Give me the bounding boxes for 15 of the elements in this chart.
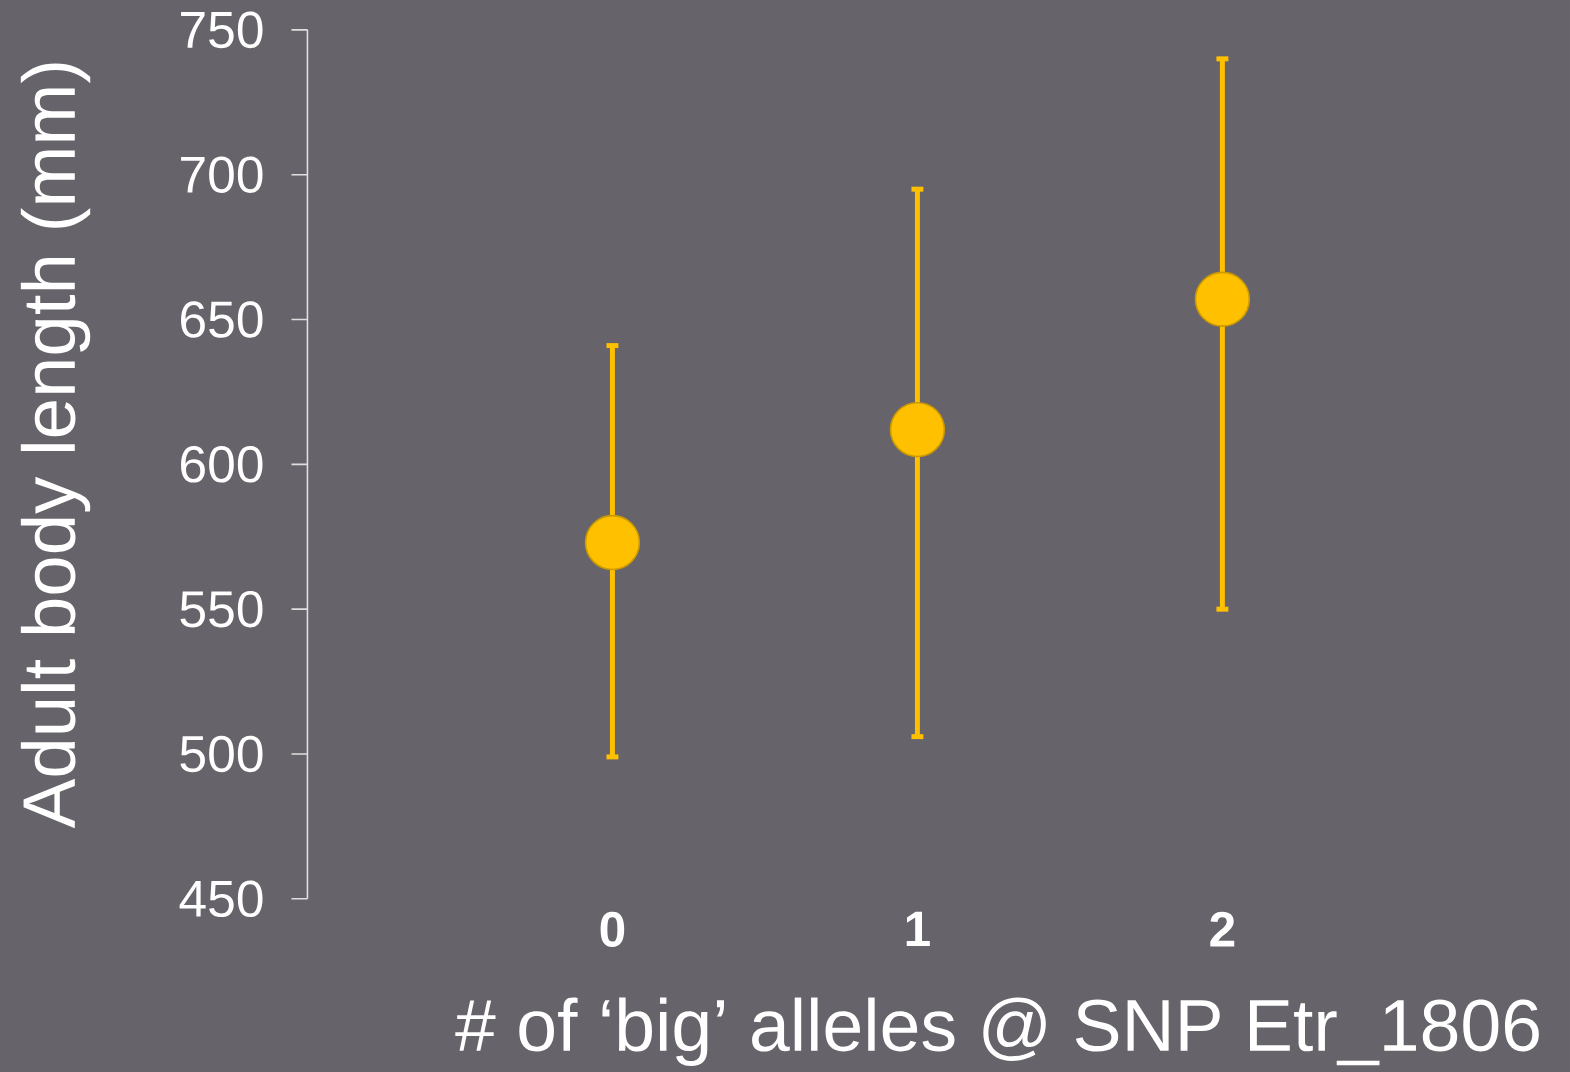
- point: [889, 401, 946, 458]
- y-tick-label: 700: [181, 156, 263, 193]
- y-tick-label: 450: [179, 880, 263, 917]
- x-axis-title: # of ‘big’ alleles @ SNP Etr_1806: [455, 997, 1539, 1066]
- y-tick-label: 550: [180, 590, 263, 628]
- y-tick-label: 600: [181, 445, 263, 483]
- y-tick-label: 650: [181, 301, 263, 338]
- x-tick-label: 1: [906, 911, 930, 946]
- point: [584, 514, 641, 571]
- y-tick-label: 750: [181, 11, 263, 49]
- x-tick-label: 2: [1210, 911, 1235, 947]
- point: [1194, 271, 1251, 327]
- y-tick-label: 500: [180, 735, 263, 773]
- x-tick-label: 0: [600, 911, 625, 947]
- y-axis-title: Adult body length (mm): [20, 63, 91, 829]
